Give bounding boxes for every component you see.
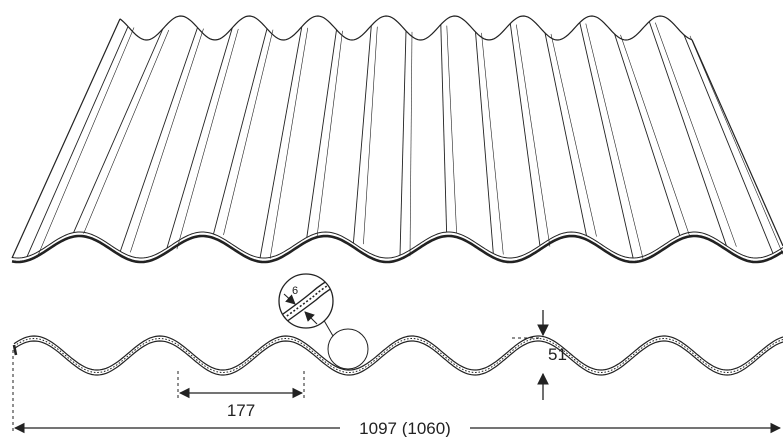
- width-label: 1097 (1060): [359, 419, 451, 437]
- sheet-bottom-edge: [11, 234, 783, 264]
- profile-hatch: [13, 337, 783, 374]
- sheet-rib-lines: [26, 21, 783, 260]
- profile-outer-line: [13, 335, 783, 371]
- sheet-bottom-edge-inner: [11, 231, 783, 259]
- thickness-detail: 6: [278, 273, 369, 370]
- detail-zoom-circle: [278, 273, 334, 329]
- height-label: 51: [548, 345, 567, 364]
- sheet-perspective-view: [11, 15, 783, 264]
- sheet-right-edge: [691, 39, 783, 247]
- profile-inner-line: [13, 340, 783, 376]
- dimension-annotations: [12, 310, 782, 434]
- sheet-left-edge: [11, 18, 121, 259]
- thickness-label: 6: [292, 285, 298, 297]
- pitch-label: 177: [227, 401, 255, 420]
- sheet-profile-section: [12, 335, 783, 376]
- detail-source-circle: [327, 328, 369, 370]
